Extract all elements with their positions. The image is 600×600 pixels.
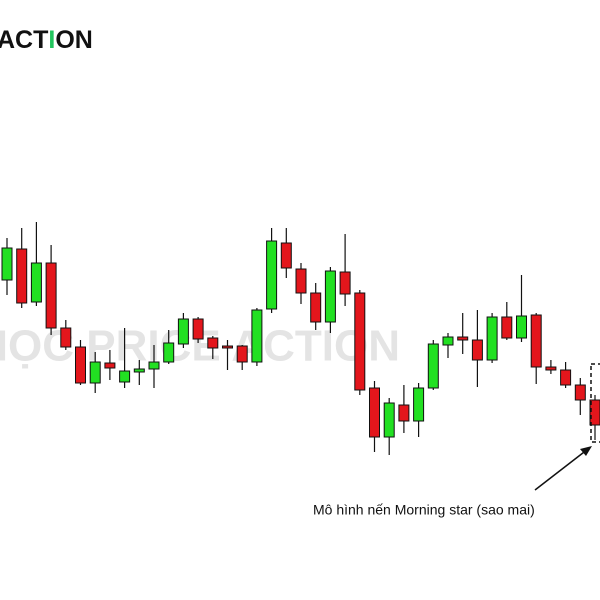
candle-body [16, 248, 28, 304]
candle-body [501, 316, 513, 339]
candle-body [339, 271, 351, 295]
candle-body [530, 314, 542, 368]
logo-part: ON [55, 26, 93, 54]
candle-body [324, 270, 336, 323]
candle-body [398, 404, 410, 422]
candle-body [574, 384, 586, 401]
candle-body [45, 262, 57, 329]
candle-body [354, 292, 366, 391]
candles [1, 222, 600, 455]
logo-part: ACT [0, 26, 48, 54]
candle-body [75, 346, 86, 384]
candle-body [471, 339, 483, 361]
candle-body [148, 361, 160, 370]
logo-part: I [48, 26, 55, 54]
candle-body [560, 369, 572, 386]
candle-body [545, 366, 557, 371]
candle-body [192, 318, 204, 340]
candle-body [486, 316, 498, 361]
candle-body [236, 345, 248, 363]
candle-body [516, 315, 527, 339]
candle-body [163, 342, 175, 363]
arrow [534, 448, 589, 491]
candle-body [280, 242, 292, 269]
arrow-head [580, 446, 592, 456]
candle-body [266, 240, 278, 310]
candle-body [207, 337, 219, 349]
candle-body [589, 399, 600, 426]
highlight-box [590, 363, 600, 443]
candle-body [383, 402, 395, 438]
candle-body [295, 268, 307, 294]
candle-body [222, 345, 233, 349]
candle-body [1, 247, 13, 281]
annotation: Mô hình nến Morning star (sao mai) [313, 502, 535, 518]
candle-body [457, 336, 469, 341]
candle-body [119, 370, 131, 383]
candle-body [251, 309, 263, 363]
candle-body [30, 262, 42, 303]
candle-body [89, 361, 101, 384]
candle-body [369, 387, 380, 438]
candle-body [442, 336, 454, 346]
candle-body [427, 343, 439, 389]
logo: ACTION [0, 26, 93, 54]
candle-body [104, 362, 116, 369]
candle-body [177, 318, 189, 345]
candle-body [133, 368, 145, 373]
candle-body [310, 292, 322, 323]
candle-body [60, 327, 72, 348]
candle-body [413, 387, 425, 422]
